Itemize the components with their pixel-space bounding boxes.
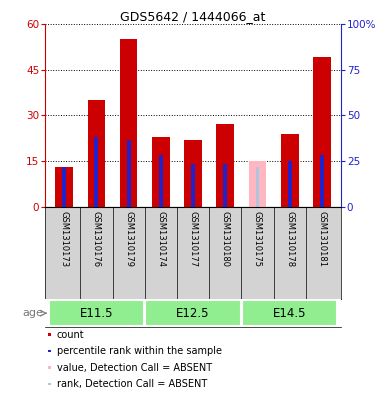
- Bar: [159, 155, 163, 207]
- Text: percentile rank within the sample: percentile rank within the sample: [57, 346, 222, 356]
- Bar: [127, 140, 131, 207]
- Bar: [120, 39, 137, 207]
- Bar: [281, 134, 299, 207]
- Text: GSM1310176: GSM1310176: [92, 211, 101, 268]
- Bar: [184, 140, 202, 207]
- Bar: [242, 301, 337, 326]
- Bar: [145, 301, 241, 326]
- Bar: [249, 161, 266, 207]
- Bar: [320, 155, 324, 207]
- Text: GSM1310175: GSM1310175: [253, 211, 262, 267]
- Text: value, Detection Call = ABSENT: value, Detection Call = ABSENT: [57, 363, 212, 373]
- Bar: [48, 383, 51, 386]
- Bar: [48, 366, 51, 369]
- Bar: [288, 161, 292, 207]
- Bar: [55, 167, 73, 207]
- Title: GDS5642 / 1444066_at: GDS5642 / 1444066_at: [121, 10, 266, 23]
- Text: GSM1310179: GSM1310179: [124, 211, 133, 267]
- Bar: [48, 333, 51, 336]
- Text: age: age: [22, 308, 43, 318]
- Bar: [216, 125, 234, 207]
- Text: GSM1310174: GSM1310174: [156, 211, 165, 267]
- Bar: [255, 167, 259, 207]
- Bar: [223, 164, 227, 207]
- Bar: [62, 167, 66, 207]
- Text: E14.5: E14.5: [273, 307, 307, 320]
- Bar: [49, 301, 144, 326]
- Text: GSM1310178: GSM1310178: [285, 211, 294, 268]
- Bar: [48, 350, 51, 353]
- Text: GSM1310173: GSM1310173: [60, 211, 69, 268]
- Text: GSM1310177: GSM1310177: [188, 211, 198, 268]
- Text: E11.5: E11.5: [80, 307, 113, 320]
- Bar: [152, 137, 170, 207]
- Bar: [87, 100, 105, 207]
- Text: GSM1310180: GSM1310180: [221, 211, 230, 267]
- Bar: [313, 57, 331, 207]
- Text: rank, Detection Call = ABSENT: rank, Detection Call = ABSENT: [57, 379, 207, 389]
- Text: GSM1310181: GSM1310181: [317, 211, 326, 267]
- Text: count: count: [57, 330, 84, 340]
- Bar: [94, 137, 98, 207]
- Text: E12.5: E12.5: [176, 307, 210, 320]
- Bar: [191, 164, 195, 207]
